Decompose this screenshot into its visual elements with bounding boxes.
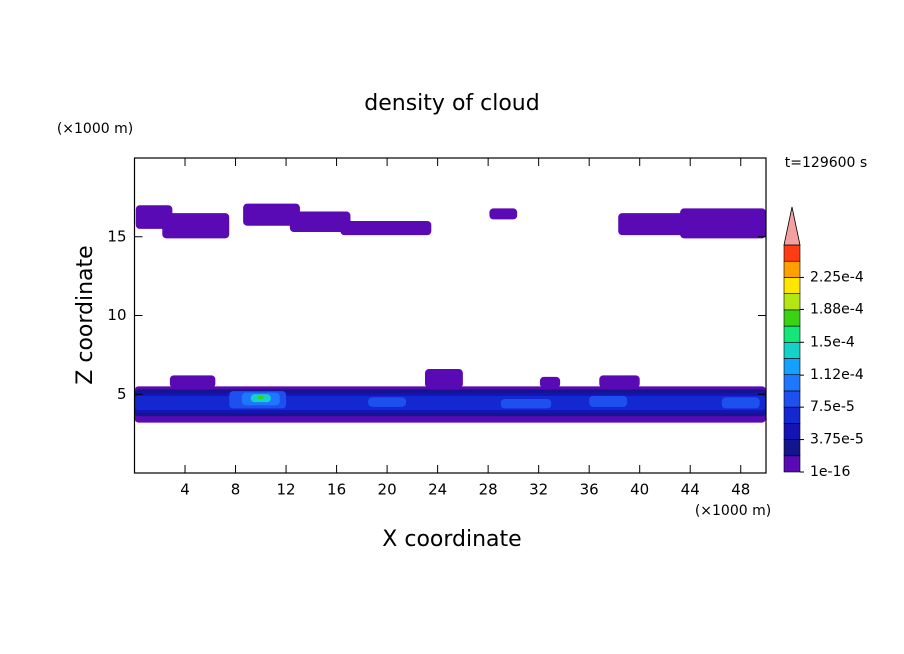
x-tick-label: 20 xyxy=(378,481,397,499)
cloud-patch xyxy=(489,208,518,220)
plot-frame xyxy=(133,157,767,474)
chart-title: density of cloud xyxy=(364,91,539,116)
colorbar-tick-label: 1.88e-4 xyxy=(810,301,864,317)
colorbar-box xyxy=(783,423,801,440)
y-unit: (×1000 m) xyxy=(57,121,133,137)
colorbar-tick-label: 1.12e-4 xyxy=(810,367,864,383)
colorbar-tick-label: 1e-16 xyxy=(810,464,850,480)
colorbar-box xyxy=(783,260,801,278)
cloud-patch xyxy=(424,369,463,388)
colorbar-box xyxy=(783,390,801,408)
x-tick-label: 24 xyxy=(428,481,447,499)
x-tick-label: 8 xyxy=(231,481,241,499)
cloud-patch xyxy=(500,398,552,409)
cloud-patch xyxy=(289,211,351,233)
colorbar-box xyxy=(783,439,801,457)
cloud-patch xyxy=(169,375,216,388)
x-tick-label: 44 xyxy=(681,481,700,499)
colorbar-tick-label: 2.25e-4 xyxy=(810,269,864,285)
colorbar-tick-label: 1.5e-4 xyxy=(810,334,855,350)
colorbar-box xyxy=(783,277,801,294)
x-tick-label: 36 xyxy=(580,481,599,499)
colorbar-box xyxy=(783,455,801,473)
cloud-patch xyxy=(257,395,265,399)
cloud-patch xyxy=(589,395,628,407)
x-tick-label: 48 xyxy=(731,481,750,499)
colorbar-box xyxy=(783,309,801,327)
time-annotation: t=129600 s xyxy=(785,155,867,171)
cloud-patch xyxy=(162,213,230,239)
cloud-patch xyxy=(680,208,766,239)
cloud-patch xyxy=(721,397,760,409)
contour-field xyxy=(134,203,766,423)
colorbar-tick-label: 3.75e-5 xyxy=(810,432,864,448)
x-tick-label: 28 xyxy=(479,481,498,499)
x-tick-label: 4 xyxy=(180,481,190,499)
cloud-patch xyxy=(618,213,701,236)
x-tick-label: 16 xyxy=(327,481,346,499)
y-tick-label: 15 xyxy=(107,227,126,245)
cloud-patch xyxy=(243,203,300,226)
colorbar-tick-label: 7.5e-5 xyxy=(810,399,855,415)
colorbar-box xyxy=(783,244,801,262)
x-tick-label: 40 xyxy=(630,481,649,499)
colorbar-box xyxy=(783,374,801,392)
cloud-patch xyxy=(340,221,432,236)
colorbar-box xyxy=(783,293,801,311)
colorbar-box xyxy=(783,406,801,424)
x-tick-label: 32 xyxy=(529,481,548,499)
colorbar-box xyxy=(783,325,801,343)
x-axis-label: X coordinate xyxy=(382,527,521,552)
colorbar-box xyxy=(783,341,801,359)
cloud-patch xyxy=(368,397,407,407)
y-axis-label: Z coordinate xyxy=(73,245,98,384)
colorbar-extend xyxy=(783,206,801,246)
x-unit: (×1000 m) xyxy=(695,503,771,519)
x-tick-label: 12 xyxy=(277,481,296,499)
cloud-patch xyxy=(539,376,561,388)
colorbar-box xyxy=(783,358,801,376)
y-tick-label: 5 xyxy=(117,385,127,403)
cloud-patch xyxy=(599,375,640,388)
y-tick-label: 10 xyxy=(107,306,126,324)
